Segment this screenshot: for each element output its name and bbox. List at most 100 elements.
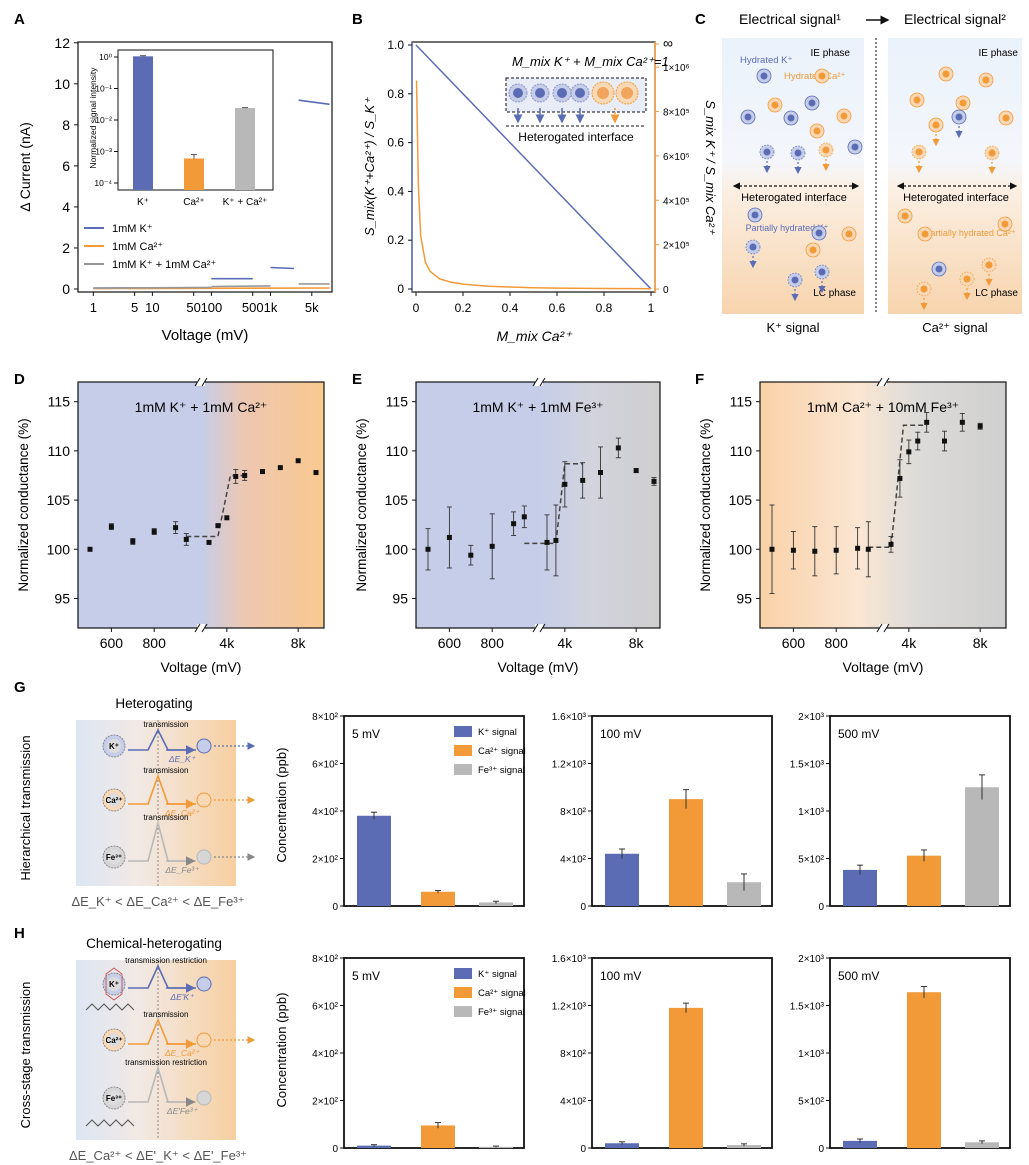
ion-core [1001, 220, 1009, 228]
axis-break [194, 377, 201, 387]
legend-swatch [454, 1006, 472, 1017]
ytick-label: 4 [62, 199, 70, 215]
panel-h-inequality: ΔE_Ca²⁺ < ΔE'_K⁺ < ΔE'_Fe³⁺ [69, 1148, 247, 1163]
axis-break [201, 623, 208, 633]
ion-core [959, 99, 967, 107]
ion-core [749, 243, 757, 251]
voltage-label: 500 mV [838, 727, 879, 741]
ytick-label: 0 [332, 1144, 338, 1155]
panel-e-chart: 1mM K⁺ + 1mM Fe³⁺ Normalized conductance… [354, 381, 661, 675]
panel-d-xlabel: Voltage (mV) [161, 659, 242, 675]
bar-chart-frame [343, 957, 525, 1149]
ion-core [921, 230, 929, 238]
ytick-right-label: 0 [663, 285, 669, 296]
inset-ytick-label: 10⁻³ [95, 147, 112, 157]
ion-core [760, 72, 768, 80]
bar [669, 799, 703, 906]
data-point [425, 546, 431, 552]
transmission-label: transmission [144, 1010, 189, 1019]
data-point [521, 514, 527, 520]
ytick-right-label: 4×10⁵ [663, 196, 690, 207]
axis-break [883, 623, 890, 633]
ytick-label: 0 [818, 902, 824, 913]
xtick-label: 50 [186, 300, 200, 315]
data-point [173, 525, 179, 531]
transmission-label: transmission restriction [125, 1058, 207, 1067]
transmission-label: transmission restriction [125, 956, 207, 965]
panel-c-left-caption: K⁺ signal [766, 320, 819, 335]
panel-letter-b: B [352, 11, 363, 28]
panel-b-ylabel-right: S_mix K⁺ / S_mix Ca²⁺ [703, 100, 718, 235]
data-point [897, 475, 903, 481]
panel-b-equation: M_mix K⁺ + M_mix Ca²⁺=1 [512, 54, 669, 69]
xtick-label: 800 [143, 635, 167, 651]
ion-core [107, 1033, 121, 1047]
ytick-label: 0 [818, 1144, 824, 1155]
data-point [924, 419, 930, 425]
inset-bar [235, 108, 255, 190]
legend-label: K⁺ signal [478, 727, 517, 738]
ion-core [794, 149, 802, 157]
panel-letter-a: A [14, 11, 25, 28]
data-point [915, 438, 921, 444]
ion-out [196, 1032, 212, 1048]
delta-e-label: ΔE'K⁺ [169, 992, 195, 1002]
data-point [769, 546, 775, 552]
ion-core [822, 146, 830, 154]
xtick-label: 8k [629, 635, 645, 651]
panel-letter-h: H [14, 925, 25, 942]
legend-ca: 1mM Ca²⁺ [112, 241, 163, 253]
panel-g-title: Heterogating [115, 696, 192, 711]
panel-c-right-caption: Ca²⁺ signal [922, 320, 987, 335]
transmission-label: transmission [144, 813, 189, 822]
ion-core [107, 739, 121, 753]
bar [843, 869, 877, 906]
ytick-label: 2×10³ [798, 712, 825, 723]
ytick-label: 12 [54, 35, 70, 51]
ytick-label: 115 [730, 394, 753, 410]
ytick-label: 95 [736, 590, 752, 606]
ion-core [763, 148, 771, 156]
panel-e-ylabel: Normalized conductance (%) [354, 418, 369, 591]
delta-e-label: ΔE'Fe³⁺ [166, 1106, 199, 1116]
legend-swatch [454, 764, 472, 775]
series-line-left [415, 44, 652, 290]
ytick-label: 110 [730, 443, 753, 459]
ion-core [107, 793, 121, 807]
axis-break-bg [879, 624, 887, 632]
xtick-label: 1 [90, 300, 97, 315]
xtick-label: 10 [145, 300, 159, 315]
panel-g-ylabel: Concentration (ppb) [274, 748, 289, 863]
panel-letter-e: E [352, 371, 362, 388]
bar [357, 1145, 391, 1148]
xtick-label: 8k [973, 635, 989, 651]
axis-break [539, 623, 546, 633]
data-point [906, 449, 912, 455]
ytick-label: 1.0 [387, 38, 404, 52]
ytick-label: 110 [386, 443, 409, 459]
data-point [580, 477, 586, 483]
panel-h-title: Chemical-heterogating [86, 936, 222, 951]
ion-core [845, 230, 853, 238]
bar [421, 891, 455, 906]
data-point [888, 541, 894, 547]
legend-label: Ca²⁺ signal [478, 988, 526, 999]
data-point [562, 481, 568, 487]
ytick-label: 1×10³ [798, 807, 825, 818]
transmission-label: transmission [144, 720, 189, 729]
panel-c-interface-left: Heterogated interface [741, 192, 847, 204]
inset-xtick-label: K⁺ + Ca²⁺ [223, 197, 268, 208]
data-point [511, 521, 517, 527]
panel-b-interface-label: Heterogated interface [518, 130, 634, 144]
ytick-label: 0 [332, 902, 338, 913]
ion-label: Ca²⁺ [105, 796, 122, 805]
legend-swatch [454, 745, 472, 756]
polymer-chain-icon [85, 1003, 135, 1011]
ion-out [196, 738, 212, 754]
ytick-label: 100 [729, 541, 753, 557]
data-point [977, 423, 983, 429]
ion-core [988, 149, 996, 157]
data-point [313, 470, 319, 476]
ytick-label: 8×10² [312, 954, 339, 965]
ytick-label: 1.2×10³ [552, 1002, 587, 1013]
